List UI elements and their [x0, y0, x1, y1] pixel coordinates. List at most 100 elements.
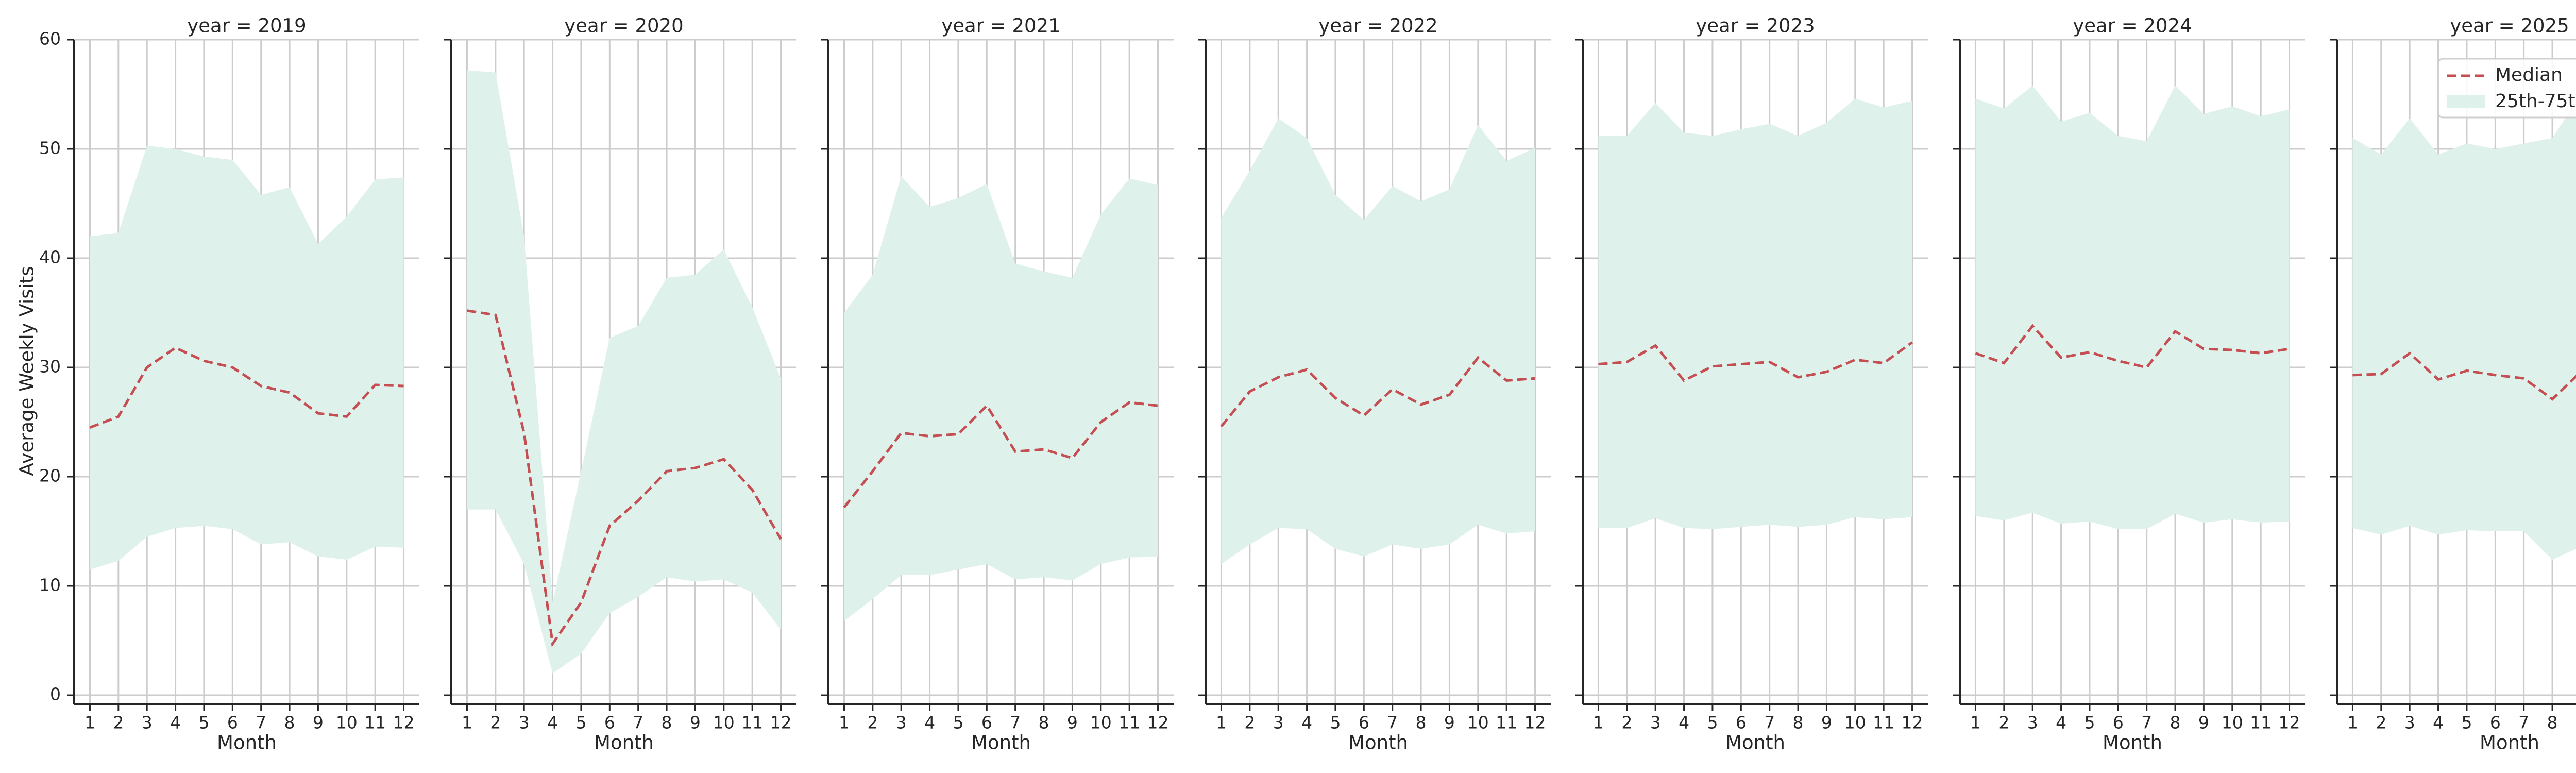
x-tick-label: 8 — [284, 713, 295, 733]
median-line — [2352, 351, 2576, 401]
legend-label: 25th-75th Percentile — [2495, 91, 2576, 112]
x-tick-label: 1 — [839, 713, 850, 733]
x-tick-label: 6 — [227, 713, 238, 733]
x-tick-label: 4 — [547, 713, 558, 733]
x-tick-label: 5 — [2461, 713, 2472, 733]
y-tick-label: 20 — [39, 466, 61, 486]
x-tick-label: 3 — [142, 713, 152, 733]
x-tick-label: 4 — [924, 713, 935, 733]
y-tick-label: 40 — [39, 247, 61, 267]
y-tick-label: 10 — [39, 575, 61, 595]
x-tick-label: 5 — [1330, 713, 1341, 733]
percentile-band — [844, 176, 1158, 621]
x-tick-label: 9 — [1067, 713, 1078, 733]
x-tick-label: 2 — [867, 713, 878, 733]
x-tick-label: 7 — [633, 713, 643, 733]
median-line — [1975, 324, 2290, 369]
facet-title: year = 2022 — [1318, 15, 1437, 37]
x-axis-label: Month — [2480, 732, 2539, 754]
y-tick-label: 30 — [39, 357, 61, 377]
x-tick-label: 1 — [1593, 713, 1604, 733]
x-tick-label: 9 — [1444, 713, 1455, 733]
x-tick-label: 11 — [364, 713, 386, 733]
x-tick-label: 5 — [198, 713, 209, 733]
legend: Median 25th-75th Percentile — [2437, 58, 2576, 119]
x-tick-label: 9 — [313, 713, 324, 733]
x-tick-label: 7 — [2518, 713, 2529, 733]
x-tick-label: 10 — [1090, 713, 1112, 733]
x-tick-label: 8 — [1039, 713, 1049, 733]
percentile-band — [1975, 86, 2290, 529]
median-line — [467, 309, 782, 648]
x-tick-label: 9 — [2198, 713, 2209, 733]
x-tick-label: 7 — [2141, 713, 2152, 733]
x-tick-label: 2 — [1998, 713, 2009, 733]
facet: year = 2025123456789101112Month — [2330, 15, 2576, 754]
percentile-band — [1221, 118, 1535, 564]
x-tick-label: 12 — [1524, 713, 1546, 733]
x-tick-label: 2 — [490, 713, 501, 733]
x-axis-label: Month — [594, 732, 654, 754]
x-tick-label: 1 — [2347, 713, 2358, 733]
x-tick-label: 5 — [2084, 713, 2095, 733]
y-tick-label: 0 — [50, 684, 61, 704]
x-tick-label: 7 — [1010, 713, 1021, 733]
x-axis-label: Month — [1725, 732, 1785, 754]
x-tick-label: 5 — [575, 713, 586, 733]
legend-label: Median — [2495, 64, 2563, 86]
facet-title: year = 2024 — [2073, 15, 2192, 37]
x-tick-label: 12 — [1902, 713, 1923, 733]
x-tick-label: 2 — [1244, 713, 1255, 733]
x-tick-label: 5 — [1707, 713, 1718, 733]
median-line — [843, 401, 1158, 508]
x-tick-label: 6 — [1736, 713, 1747, 733]
x-tick-label: 4 — [2056, 713, 2066, 733]
x-tick-label: 1 — [1970, 713, 1981, 733]
x-tick-label: 12 — [393, 713, 415, 733]
percentile-band — [1598, 98, 1912, 529]
x-tick-label: 8 — [1793, 713, 1804, 733]
x-tick-label: 11 — [1873, 713, 1894, 733]
x-tick-label: 12 — [770, 713, 792, 733]
x-tick-label: 10 — [2222, 713, 2243, 733]
x-tick-label: 5 — [953, 713, 963, 733]
x-tick-label: 10 — [1844, 713, 1866, 733]
x-tick-label: 1 — [462, 713, 472, 733]
x-tick-label: 6 — [981, 713, 992, 733]
percentile-band — [90, 145, 404, 570]
x-axis-label: Month — [971, 732, 1031, 754]
percentile-band — [2352, 102, 2576, 560]
x-tick-label: 3 — [896, 713, 907, 733]
y-tick-label: 60 — [39, 29, 61, 49]
x-tick-label: 8 — [2170, 713, 2181, 733]
y-tick-label: 50 — [39, 138, 61, 158]
x-tick-label: 10 — [713, 713, 735, 733]
x-tick-label: 7 — [256, 713, 266, 733]
x-tick-label: 7 — [1387, 713, 1398, 733]
x-tick-label: 11 — [2250, 713, 2272, 733]
x-tick-label: 3 — [2027, 713, 2038, 733]
x-tick-label: 11 — [1118, 713, 1140, 733]
y-axis-label: Average Weekly Visits — [16, 266, 38, 476]
x-tick-label: 8 — [662, 713, 672, 733]
facet-title: year = 2019 — [187, 15, 306, 37]
x-tick-label: 9 — [690, 713, 701, 733]
x-tick-label: 7 — [1764, 713, 1775, 733]
x-tick-label: 2 — [2376, 713, 2386, 733]
facet-title: year = 2023 — [1696, 15, 1815, 37]
legend-swatch — [2447, 95, 2485, 108]
x-tick-label: 1 — [84, 713, 95, 733]
x-tick-label: 4 — [1679, 713, 1689, 733]
x-tick-label: 6 — [2490, 713, 2501, 733]
x-tick-label: 6 — [604, 713, 615, 733]
x-tick-label: 2 — [1621, 713, 1632, 733]
x-tick-label: 3 — [1650, 713, 1661, 733]
x-tick-label: 12 — [1147, 713, 1169, 733]
x-tick-label: 4 — [170, 713, 181, 733]
